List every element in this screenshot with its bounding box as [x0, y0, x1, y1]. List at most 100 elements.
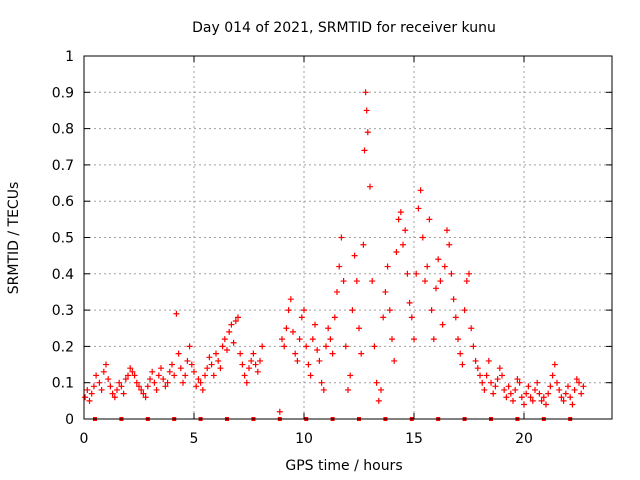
y-tick-label: 0.7 [52, 158, 74, 174]
data-point [417, 187, 424, 194]
data-point [353, 278, 360, 285]
data-point [406, 299, 413, 306]
data-point [571, 386, 578, 393]
data-point [415, 205, 422, 212]
data-point [371, 343, 378, 350]
data-point [485, 357, 492, 364]
data-point [111, 394, 118, 401]
data-point [171, 372, 178, 379]
data-point [435, 256, 442, 263]
data-point [536, 390, 543, 397]
data-point [90, 383, 97, 390]
data-point [347, 372, 354, 379]
x-tick-label: 10 [295, 431, 313, 447]
data-point [351, 252, 358, 259]
grid [84, 56, 612, 419]
data-point [483, 372, 490, 379]
data-point [182, 372, 189, 379]
data-point [389, 336, 395, 343]
data-point [391, 357, 398, 364]
data-point [151, 379, 158, 386]
data-point [540, 394, 547, 401]
y-tick-label: 0.3 [52, 303, 74, 319]
data-point [446, 241, 453, 248]
x-tick-label: 0 [80, 431, 89, 447]
data-point [237, 350, 244, 357]
data-point [411, 336, 417, 343]
data-point [463, 278, 470, 285]
data-point [479, 379, 486, 386]
y-tick-label: 0 [65, 412, 74, 428]
data-point [206, 354, 213, 361]
data-point [413, 270, 420, 277]
data-point [169, 361, 175, 368]
data-point [129, 368, 136, 375]
data-point [162, 383, 169, 390]
x-axis-label: GPS time / hours [285, 458, 402, 474]
data-point [505, 383, 512, 390]
data-point [499, 372, 505, 379]
data-point [457, 350, 464, 357]
y-axis-label: SRMTID / TECUs [6, 182, 22, 295]
data-point [340, 278, 347, 285]
data-point [426, 216, 433, 223]
data-point [488, 379, 494, 386]
data-point [296, 336, 303, 343]
data-point [402, 227, 409, 234]
data-point [459, 361, 466, 368]
data-point [188, 361, 195, 368]
data-point [283, 325, 290, 332]
data-point [177, 365, 184, 372]
data-point [122, 376, 129, 383]
data-point [191, 368, 197, 375]
data-point [551, 361, 558, 368]
data-point [369, 278, 376, 285]
data-point [331, 314, 338, 321]
data-point [213, 350, 219, 357]
data-point [235, 314, 241, 321]
data-point [358, 350, 365, 357]
data-point [303, 343, 310, 350]
data-point [86, 397, 93, 404]
data-point [362, 89, 369, 96]
data-point [153, 386, 160, 393]
data-point [477, 372, 483, 379]
data-point [492, 383, 499, 390]
data-point [292, 350, 299, 357]
data-point [461, 307, 468, 314]
data-point [202, 372, 208, 379]
x-tick-label: 15 [405, 431, 423, 447]
data-point [84, 386, 91, 393]
data-point [437, 278, 444, 285]
data-point [529, 397, 536, 404]
data-point [375, 397, 382, 404]
data-point [232, 317, 239, 324]
data-point [455, 336, 461, 343]
data-point [243, 379, 250, 386]
data-point [397, 209, 404, 216]
data-point [424, 263, 431, 270]
data-point [393, 249, 400, 256]
data-point [422, 278, 428, 285]
data-point [155, 372, 162, 379]
data-point [93, 372, 100, 379]
data-point [512, 386, 519, 393]
data-point [140, 390, 147, 397]
data-point [378, 386, 384, 393]
data-point [195, 376, 202, 383]
data-point [147, 376, 153, 383]
data-point [527, 394, 534, 401]
data-point [82, 394, 89, 401]
data-point [257, 357, 263, 364]
x-tick-label: 5 [190, 431, 199, 447]
data-point [173, 310, 180, 317]
y-tick-label: 0.8 [52, 122, 74, 138]
data-point [444, 227, 450, 234]
data-point [408, 314, 415, 321]
data-point [241, 372, 248, 379]
data-point [131, 372, 138, 379]
data-point [503, 394, 510, 401]
data-point [573, 376, 580, 383]
data-point [208, 361, 215, 368]
